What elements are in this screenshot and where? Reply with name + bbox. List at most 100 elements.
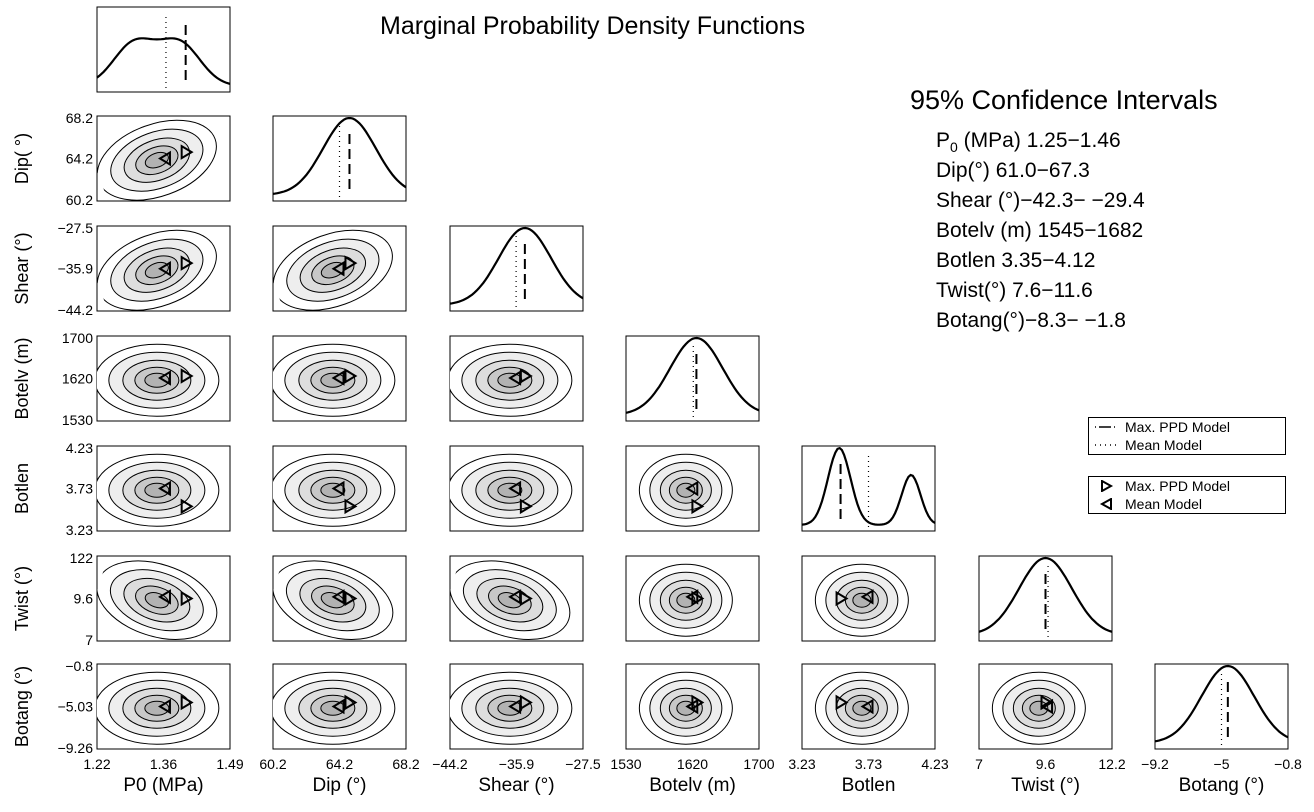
max-ppd-marker [344,498,358,515]
contour-level-5 [320,700,346,716]
marker-legend: Max. PPD Model Mean Model [1088,476,1286,514]
mean-marker [685,698,699,715]
x-tick-label: −27.5 [565,756,601,772]
max-ppd-marker [835,694,849,711]
max-ppd-marker [180,368,194,384]
x-tick-label: −35.9 [499,756,535,772]
x-tick-label: 3.73 [855,756,882,772]
y-tick-label: −44.2 [58,302,94,318]
x-tick-label: 1.49 [216,756,243,772]
legend-entry-max-line: Max. PPD Model [1089,418,1285,436]
mean-marker [331,260,345,277]
x-tick-label: 12.2 [1098,756,1125,772]
ci-range: 3.35−4.12 [995,249,1096,272]
confidence-interval-list: P0 (MPa) 1.25−1.46 Dip(°) 61.0−67.3 Shear … [910,126,1218,336]
contour-level-5 [497,372,523,388]
mean-marker [158,150,171,167]
max-ppd-marker [691,498,705,515]
mean-marker [158,370,171,386]
x-tick-label: −9.2 [1141,756,1169,772]
panel-p0-p0 [96,6,231,93]
ci-range: 1545−1682 [1031,219,1144,242]
max-ppd-marker [344,368,358,384]
x-axis-label-shear: Shear (°) [478,775,554,796]
density-curve-p0 [96,37,231,85]
ci-row-twist: Twist(°) 7.6−11.6 [936,276,1218,306]
x-axis-label-dip: Dip (°) [312,775,366,796]
panel-shear-shear [449,225,584,312]
y-tick-label: 64.2 [66,151,93,167]
legend-label-max-marker: Max. PPD Model [1125,478,1231,494]
y-tick-label: 60.2 [66,192,93,208]
x-tick-label: 1530 [610,756,641,772]
y-tick-label: 7 [85,632,93,648]
y-tick-label: 4.23 [66,440,93,456]
max-ppd-marker [180,144,194,160]
ci-range: −8.3− −1.8 [1024,309,1126,332]
y-tick-label: −9.26 [58,740,94,756]
x-axis-label-botang: Botang (°) [1179,775,1265,796]
density-curve-twist [978,556,1113,633]
mean-marker [860,698,874,715]
max-ppd-marker [180,498,194,515]
ci-row-dip: Dip(°) 61.0−67.3 [936,156,1218,186]
contour-level-5 [497,482,523,498]
mean-marker [508,480,522,497]
mean-marker [1040,698,1054,715]
x-axis-label-botelv: Botelv (m) [649,775,736,796]
ci-range: −42.3− −29.4 [1020,189,1145,212]
mean-marker [158,589,171,605]
max-ppd-marker [344,255,358,271]
confidence-intervals-title: 95% Confidence Intervals [910,85,1218,115]
max-ppd-marker [180,255,194,271]
x-tick-label: 1620 [677,756,708,772]
x-tick-label: 64.2 [326,756,353,772]
density-curve-shear [449,226,584,305]
max-ppd-marker [1040,694,1054,711]
mean-marker [508,698,522,715]
mean-marker [508,370,522,386]
mean-marker [158,260,171,277]
x-tick-label: 3.23 [788,756,815,772]
mean-marker [158,480,171,497]
mean-marker [331,698,345,715]
y-tick-label: −27.5 [58,220,94,236]
y-tick-label: 3.23 [66,522,93,538]
y-tick-label: 1700 [62,330,93,346]
ci-row-botelv: Botelv (m) 1545−1682 [936,216,1218,246]
y-axis-label-botelv: Botelv (m) [12,337,32,419]
y-tick-label: −5.03 [58,699,94,715]
mean-marker [331,370,345,386]
ci-row-botlen: Botlen 3.35−4.12 [936,246,1218,276]
x-tick-label: 1.22 [83,756,110,772]
ci-label: Botlen [936,249,996,272]
legend-label-mean-marker: Mean Model [1125,496,1203,512]
right-triangle-icon [1101,480,1114,492]
x-tick-label: −44.2 [432,756,468,772]
legend-label-mean-line: Mean Model [1125,437,1203,453]
y-tick-label: 1620 [62,371,93,387]
panel-botelv-botelv [625,335,760,422]
legend-entry-mean-line: Mean Model [1089,436,1285,454]
x-tick-label: 9.6 [1036,756,1056,772]
y-axis-label-shear: Shear (°) [12,232,32,304]
x-tick-label: 7 [975,756,983,772]
x-tick-label: 4.23 [921,756,948,772]
y-axis-label-botang: Botang (°) [12,666,32,747]
max-ppd-marker [344,590,358,607]
y-axis-label-dip: Dip( °) [12,133,32,184]
contour-level-5 [497,700,523,716]
mean-marker [331,480,345,497]
x-tick-label: −0.8 [1274,756,1302,772]
contour-level-5 [320,372,346,388]
density-curve-botlen [801,446,936,526]
ci-row-shear: Shear (°)−42.3− −29.4 [936,186,1218,216]
x-axis-label-twist: Twist (°) [1011,775,1080,796]
ci-label: Botelv (m) [936,219,1032,242]
mean-marker [685,480,699,497]
line-legend: Max. PPD Model Mean Model [1088,417,1286,455]
mean-marker [331,589,345,605]
contour-level-5 [676,592,696,608]
legend-entry-mean-marker: Mean Model [1089,495,1285,513]
